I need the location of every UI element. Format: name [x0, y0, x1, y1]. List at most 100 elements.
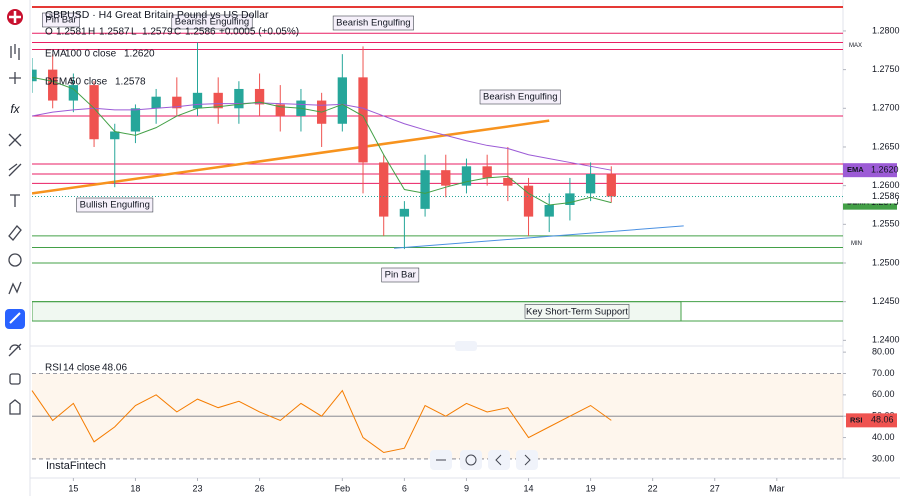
- annotation: Bearish Engulfing: [483, 92, 557, 103]
- symbol: GBPUSD · H4: [45, 9, 112, 21]
- brand: InstaFintech: [46, 460, 106, 472]
- x-tick-label: 6: [402, 483, 407, 493]
- indicator-name: DEMA: [45, 77, 74, 88]
- rsi-badge-value: 48.06: [871, 415, 894, 425]
- trendline: [394, 225, 684, 249]
- price-badge: [843, 189, 897, 204]
- cursor-tool[interactable]: [9, 72, 21, 84]
- candle-body: [213, 92, 223, 109]
- y-tick-label: 1.2600: [872, 180, 900, 190]
- all-tool[interactable]: [9, 373, 21, 385]
- fib-tool[interactable]: [8, 163, 22, 177]
- y-tick-label: 1.2750: [872, 64, 900, 74]
- nav-controls: [430, 450, 538, 470]
- rsi-y-tick-label: 40.00: [872, 432, 895, 442]
- y-tick-label: 1.2550: [872, 219, 900, 229]
- candles-tool[interactable]: [10, 44, 20, 60]
- x-tick-label: 18: [130, 483, 140, 493]
- candle-body: [523, 185, 534, 217]
- text-tool[interactable]: [10, 194, 20, 207]
- indicator-value: 1.2620: [124, 49, 155, 60]
- level-label: MIN: [851, 241, 862, 247]
- x-tick-label: 26: [255, 483, 265, 493]
- candle-body: [585, 174, 596, 194]
- candle-body: [337, 77, 347, 124]
- x-tick-label: 14: [524, 483, 534, 493]
- y-tick-label: 1.2400: [872, 335, 900, 345]
- y-tick-label: 1.2450: [872, 296, 900, 306]
- rsi-y-tick-label: 80.00: [872, 347, 895, 357]
- candle-body: [254, 88, 265, 105]
- y-tick-label: 1.2500: [872, 257, 900, 267]
- ohlc-key: C: [174, 27, 181, 38]
- candle-body: [482, 166, 492, 178]
- scroll-right[interactable]: [516, 450, 538, 470]
- annotation-box: [42, 12, 80, 28]
- candle-body: [503, 177, 513, 186]
- brush-tool[interactable]: [8, 225, 22, 241]
- rsi-value: 48.06: [102, 363, 127, 374]
- zone-label: Key Short-Term Support: [526, 306, 628, 317]
- annotation-box: [171, 14, 253, 30]
- candle-body: [130, 108, 141, 132]
- candle-body: [172, 96, 182, 109]
- candle-body: [234, 88, 244, 109]
- line-tool[interactable]: [8, 133, 22, 147]
- level-label: MAX: [849, 43, 862, 49]
- description: Great Britain Pound vs US Dollar: [115, 9, 269, 21]
- divider-handle[interactable]: [455, 341, 477, 351]
- price-plot: [32, 5, 843, 322]
- emoji-tool[interactable]: [8, 253, 22, 267]
- indicator-name: EMA: [45, 49, 67, 60]
- candle-body: [358, 77, 368, 163]
- candle-body: [192, 92, 203, 109]
- x-tick-label: 27: [710, 483, 720, 493]
- x-tick-label: 15: [68, 483, 78, 493]
- rsi-params: 14 close: [63, 363, 101, 374]
- candle-body: [565, 193, 575, 205]
- badge-name: EMA: [847, 165, 864, 174]
- pattern-tool[interactable]: [8, 281, 22, 295]
- rsi-y-tick-label: 70.00: [872, 368, 895, 378]
- annotation: Bearish Engulfing: [175, 17, 249, 28]
- annotation-box: [479, 89, 561, 105]
- flag-cross: [9, 11, 21, 23]
- trendline: [32, 119, 550, 195]
- fx-tool[interactable]: fx: [10, 102, 20, 116]
- candle-body: [48, 69, 58, 101]
- rsi-y-tick-label: 30.00: [872, 453, 895, 463]
- lock-tool[interactable]: [9, 399, 21, 415]
- plot-layer: Key Short-Term Support MAX MIN Pin Bar Beari…: [31, 5, 900, 493]
- annotation: Bearish Engulfing: [336, 18, 410, 29]
- candle-body: [68, 85, 79, 101]
- x-tick-label: 22: [648, 483, 658, 493]
- annotation-box: [332, 15, 414, 31]
- annotation: Pin Bar: [45, 15, 76, 26]
- ohlc-key: H: [88, 27, 95, 38]
- x-tick-label: Feb: [335, 483, 351, 493]
- annotation: Pin Bar: [385, 270, 416, 281]
- x-tick-label: 23: [193, 483, 203, 493]
- badge-value: 1.2620: [871, 165, 899, 175]
- hide-tool[interactable]: [8, 343, 22, 357]
- y-tick-label: 1.2650: [872, 141, 900, 151]
- annotation-box: [76, 197, 154, 213]
- indicator-line: [32, 102, 612, 171]
- indicator-params: 50 close: [70, 77, 108, 88]
- candle-body: [399, 208, 410, 217]
- candle-body: [110, 131, 120, 140]
- scroll-left[interactable]: [488, 450, 510, 470]
- reset[interactable]: [460, 450, 482, 470]
- right-icon: [524, 454, 531, 466]
- candle-body: [441, 170, 451, 186]
- left-icon: [495, 454, 502, 466]
- zone-label-box: [524, 304, 630, 319]
- candle-body: [606, 174, 616, 197]
- ohlc-value: 1.2586: [185, 27, 216, 38]
- candle-body: [89, 85, 99, 140]
- candle-body: [544, 204, 554, 217]
- candle-body: [275, 104, 285, 117]
- x-tick-label: Mar: [769, 483, 785, 493]
- rsi-y-tick-label: 60.00: [872, 389, 895, 399]
